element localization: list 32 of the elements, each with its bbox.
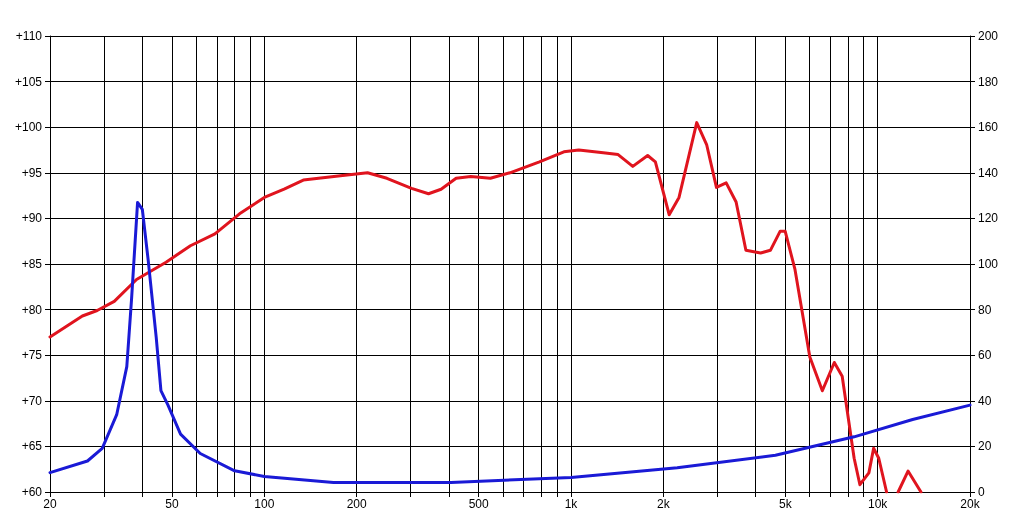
x-tick-label: 50 <box>165 497 180 511</box>
x-tick-label: 10k <box>868 497 889 511</box>
y2-tick-label: 100 <box>978 257 999 271</box>
x-tick-label: 20 <box>43 497 57 511</box>
x-tick-label: 100 <box>254 497 275 511</box>
y2-tick-label: 120 <box>978 211 999 226</box>
y2-tick-label: 180 <box>978 74 999 89</box>
x-tick-label: 20k <box>960 497 981 511</box>
y-tick-label: +100 <box>14 120 43 135</box>
x-tick-label: 200 <box>346 497 367 511</box>
y2-tick-label: 140 <box>978 165 999 180</box>
y2-tick-label: 160 <box>978 120 999 135</box>
y-tick-label: +85 <box>21 257 43 271</box>
x-tick-label: 5k <box>779 497 793 511</box>
y2-tick-label: 40 <box>978 393 992 408</box>
y2-tick-label: 80 <box>978 302 992 317</box>
y-tick-label: +90 <box>21 211 43 226</box>
y-tick-label: +105 <box>14 74 43 89</box>
x-tick-label: 500 <box>468 497 490 511</box>
y-tick-label: +60 <box>21 485 43 499</box>
y2-tick-label: 20 <box>978 439 992 454</box>
y-tick-label: +65 <box>21 439 43 454</box>
y2-tick-label: 0 <box>978 485 985 499</box>
y-tick-label: +70 <box>21 393 43 408</box>
y-tick-label: +95 <box>21 165 43 180</box>
y2-tick-label: 200 <box>978 29 999 43</box>
x-tick-label: 1k <box>564 497 579 511</box>
y2-tick-label: 60 <box>978 348 992 363</box>
y-tick-label: +80 <box>21 302 43 317</box>
x-tick-label: 2k <box>656 497 671 511</box>
y-tick-label: +110 <box>15 29 43 43</box>
y-tick-label: +75 <box>21 348 43 363</box>
